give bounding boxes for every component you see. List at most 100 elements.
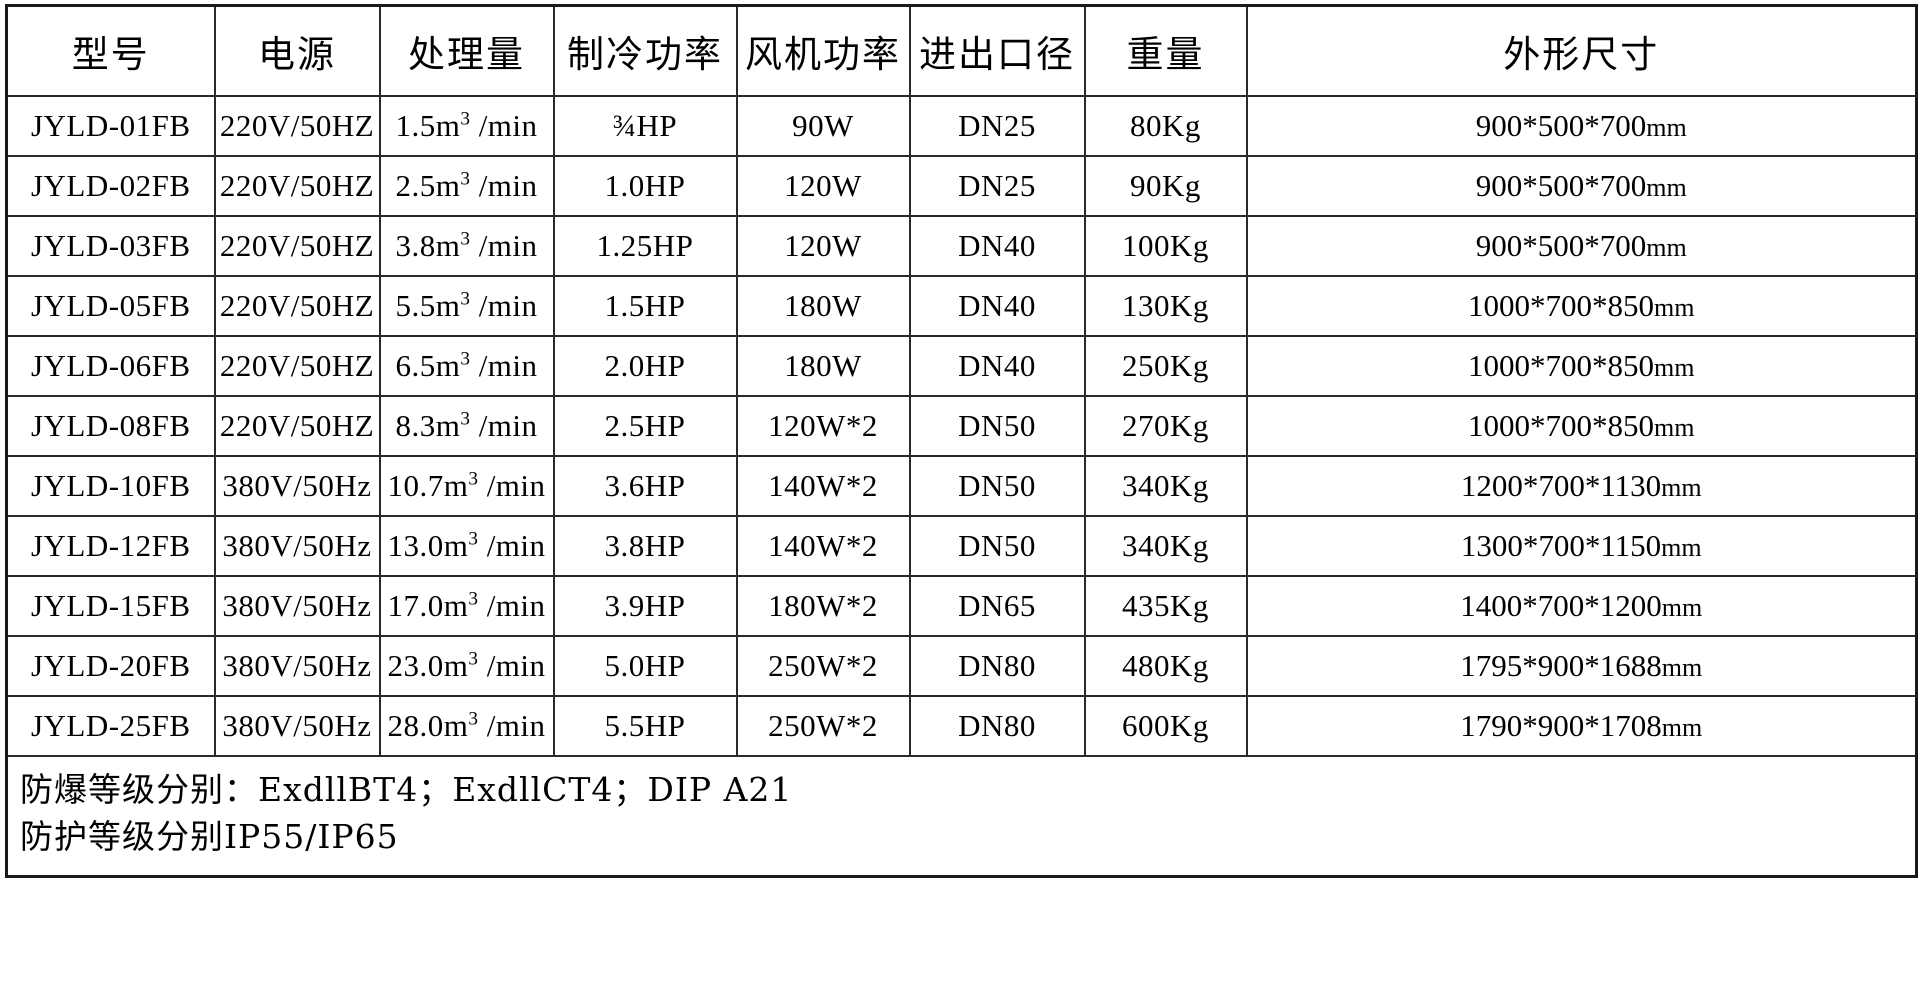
cell-power-supply: 380V/50Hz bbox=[213, 575, 381, 637]
capacity-value: 28.0 bbox=[387, 708, 444, 743]
cell-port-size: DN65 bbox=[908, 575, 1086, 637]
cell-capacity: 2.5m3 /min bbox=[378, 155, 555, 217]
capacity-unit-exponent: 3 bbox=[468, 528, 479, 550]
capacity-unit: m bbox=[443, 708, 469, 743]
dimensions-unit: mm bbox=[1661, 533, 1702, 562]
cell-model: JYLD-25FB bbox=[5, 695, 216, 757]
cell-fan-power: 140W*2 bbox=[735, 455, 911, 517]
capacity-rate: /min bbox=[486, 528, 546, 563]
column-header-weight: 重量 bbox=[1083, 4, 1248, 97]
table-row: JYLD-02FB 220V/50HZ 2.5m3 /min 1.0HP 120W DN2… bbox=[5, 155, 1918, 217]
column-header-dimensions: 外形尺寸 bbox=[1245, 4, 1918, 97]
table-body: JYLD-01FB 220V/50HZ 1.5m3 /min ¾HP 90W DN25 80… bbox=[5, 95, 1918, 757]
dimensions-unit: mm bbox=[1661, 473, 1702, 502]
capacity-unit: m bbox=[443, 588, 469, 623]
cell-cooling-power: 1.0HP bbox=[552, 155, 738, 217]
cell-power-supply: 220V/50HZ bbox=[213, 275, 381, 337]
cell-capacity: 17.0m3 /min bbox=[378, 575, 555, 637]
dimensions-unit: mm bbox=[1654, 413, 1695, 442]
capacity-rate: /min bbox=[478, 108, 538, 143]
cell-weight: 340Kg bbox=[1083, 515, 1248, 577]
cell-dimensions: 1795*900*1688mm bbox=[1245, 635, 1918, 697]
cell-model: JYLD-20FB bbox=[5, 635, 216, 697]
cell-weight: 250Kg bbox=[1083, 335, 1248, 397]
cell-dimensions: 1000*700*850mm bbox=[1245, 395, 1918, 457]
cell-capacity: 5.5m3 /min bbox=[378, 275, 555, 337]
capacity-unit-exponent: 3 bbox=[460, 348, 471, 370]
cell-cooling-power: 5.0HP bbox=[552, 635, 738, 697]
capacity-value: 10.7 bbox=[387, 468, 444, 503]
cell-dimensions: 900*500*700mm bbox=[1245, 155, 1918, 217]
cell-fan-power: 250W*2 bbox=[735, 635, 911, 697]
cell-weight: 130Kg bbox=[1083, 275, 1248, 337]
capacity-unit-exponent: 3 bbox=[460, 408, 471, 430]
dimensions-unit: mm bbox=[1661, 713, 1703, 742]
capacity-value: 17.0 bbox=[387, 588, 444, 623]
capacity-rate: /min bbox=[486, 648, 546, 683]
header-row: 型号 电源 处理量 制冷功率 风机功率 进出口径 重量 外形尺寸 bbox=[5, 4, 1918, 97]
cell-cooling-power: 3.9HP bbox=[552, 575, 738, 637]
cell-power-supply: 380V/50Hz bbox=[213, 695, 381, 757]
dimensions-value: 1000*700*850 bbox=[1468, 408, 1654, 443]
column-header-fan: 风机功率 bbox=[735, 4, 911, 97]
cell-model: JYLD-05FB bbox=[5, 275, 216, 337]
cell-dimensions: 1300*700*1150mm bbox=[1245, 515, 1918, 577]
capacity-rate: /min bbox=[486, 708, 546, 743]
cell-port-size: DN40 bbox=[908, 335, 1086, 397]
cell-fan-power: 180W bbox=[735, 275, 911, 337]
capacity-value: 13.0 bbox=[387, 528, 444, 563]
capacity-unit-exponent: 3 bbox=[468, 468, 479, 490]
cell-power-supply: 220V/50HZ bbox=[213, 215, 381, 277]
cell-port-size: DN40 bbox=[908, 275, 1086, 337]
dimensions-value: 1000*700*850 bbox=[1468, 348, 1654, 383]
capacity-value: 6.5 bbox=[395, 348, 436, 383]
capacity-unit-exponent: 3 bbox=[460, 228, 471, 250]
cell-weight: 90Kg bbox=[1083, 155, 1248, 217]
capacity-unit: m bbox=[443, 648, 469, 683]
capacity-unit: m bbox=[435, 348, 461, 383]
table-header: 型号 电源 处理量 制冷功率 风机功率 进出口径 重量 外形尺寸 bbox=[5, 4, 1918, 97]
cell-port-size: DN25 bbox=[908, 95, 1086, 157]
capacity-unit: m bbox=[443, 468, 469, 503]
table-row: JYLD-12FB 380V/50Hz 13.0m3 /min 3.8HP 140W*2… bbox=[5, 515, 1918, 577]
table-row: JYLD-20FB 380V/50Hz 23.0m3 /min 5.0HP 250W*2… bbox=[5, 635, 1918, 697]
dimensions-value: 900*500*700 bbox=[1475, 228, 1647, 263]
dimensions-unit: mm bbox=[1654, 293, 1695, 322]
table-row: JYLD-10FB 380V/50Hz 10.7m3 /min 3.6HP 140W*2… bbox=[5, 455, 1918, 517]
dimensions-value: 1790*900*1708 bbox=[1460, 708, 1662, 743]
cell-power-supply: 220V/50HZ bbox=[213, 155, 381, 217]
table-row: JYLD-05FB 220V/50HZ 5.5m3 /min 1.5HP 180W DN4… bbox=[5, 275, 1918, 337]
footer-notes-cell: 防爆等级分别：ExdllBT4；ExdllCT4；DIP A21 防护等级分别I… bbox=[5, 755, 1918, 878]
cell-power-supply: 380V/50Hz bbox=[213, 515, 381, 577]
capacity-value: 23.0 bbox=[387, 648, 444, 683]
column-header-capacity: 处理量 bbox=[378, 4, 555, 97]
dimensions-unit: mm bbox=[1661, 653, 1703, 682]
cell-cooling-power: 1.25HP bbox=[552, 215, 738, 277]
cell-capacity: 10.7m3 /min bbox=[378, 455, 555, 517]
cell-cooling-power: 3.6HP bbox=[552, 455, 738, 517]
capacity-rate: /min bbox=[478, 168, 538, 203]
table-row: JYLD-15FB 380V/50Hz 17.0m3 /min 3.9HP 180W*2… bbox=[5, 575, 1918, 637]
cell-port-size: DN50 bbox=[908, 515, 1086, 577]
cell-fan-power: 180W bbox=[735, 335, 911, 397]
cell-capacity: 8.3m3 /min bbox=[378, 395, 555, 457]
capacity-unit-exponent: 3 bbox=[468, 708, 479, 730]
cell-dimensions: 1000*700*850mm bbox=[1245, 335, 1918, 397]
table-row: JYLD-08FB 220V/50HZ 8.3m3 /min 2.5HP 120W*2 D… bbox=[5, 395, 1918, 457]
dimensions-value: 1400*700*1200 bbox=[1460, 588, 1662, 623]
cell-weight: 270Kg bbox=[1083, 395, 1248, 457]
capacity-rate: /min bbox=[478, 228, 538, 263]
column-header-model: 型号 bbox=[5, 4, 216, 97]
dimensions-unit: mm bbox=[1646, 173, 1687, 202]
cell-cooling-power: 2.0HP bbox=[552, 335, 738, 397]
dimensions-value: 900*500*700 bbox=[1475, 108, 1647, 143]
capacity-unit-exponent: 3 bbox=[460, 288, 471, 310]
cell-port-size: DN40 bbox=[908, 215, 1086, 277]
column-header-power: 电源 bbox=[213, 4, 381, 97]
dimensions-value: 1000*700*850 bbox=[1468, 288, 1654, 323]
cell-capacity: 1.5m3 /min bbox=[378, 95, 555, 157]
cell-model: JYLD-10FB bbox=[5, 455, 216, 517]
capacity-unit: m bbox=[435, 288, 461, 323]
cell-capacity: 3.8m3 /min bbox=[378, 215, 555, 277]
capacity-value: 8.3 bbox=[395, 408, 436, 443]
